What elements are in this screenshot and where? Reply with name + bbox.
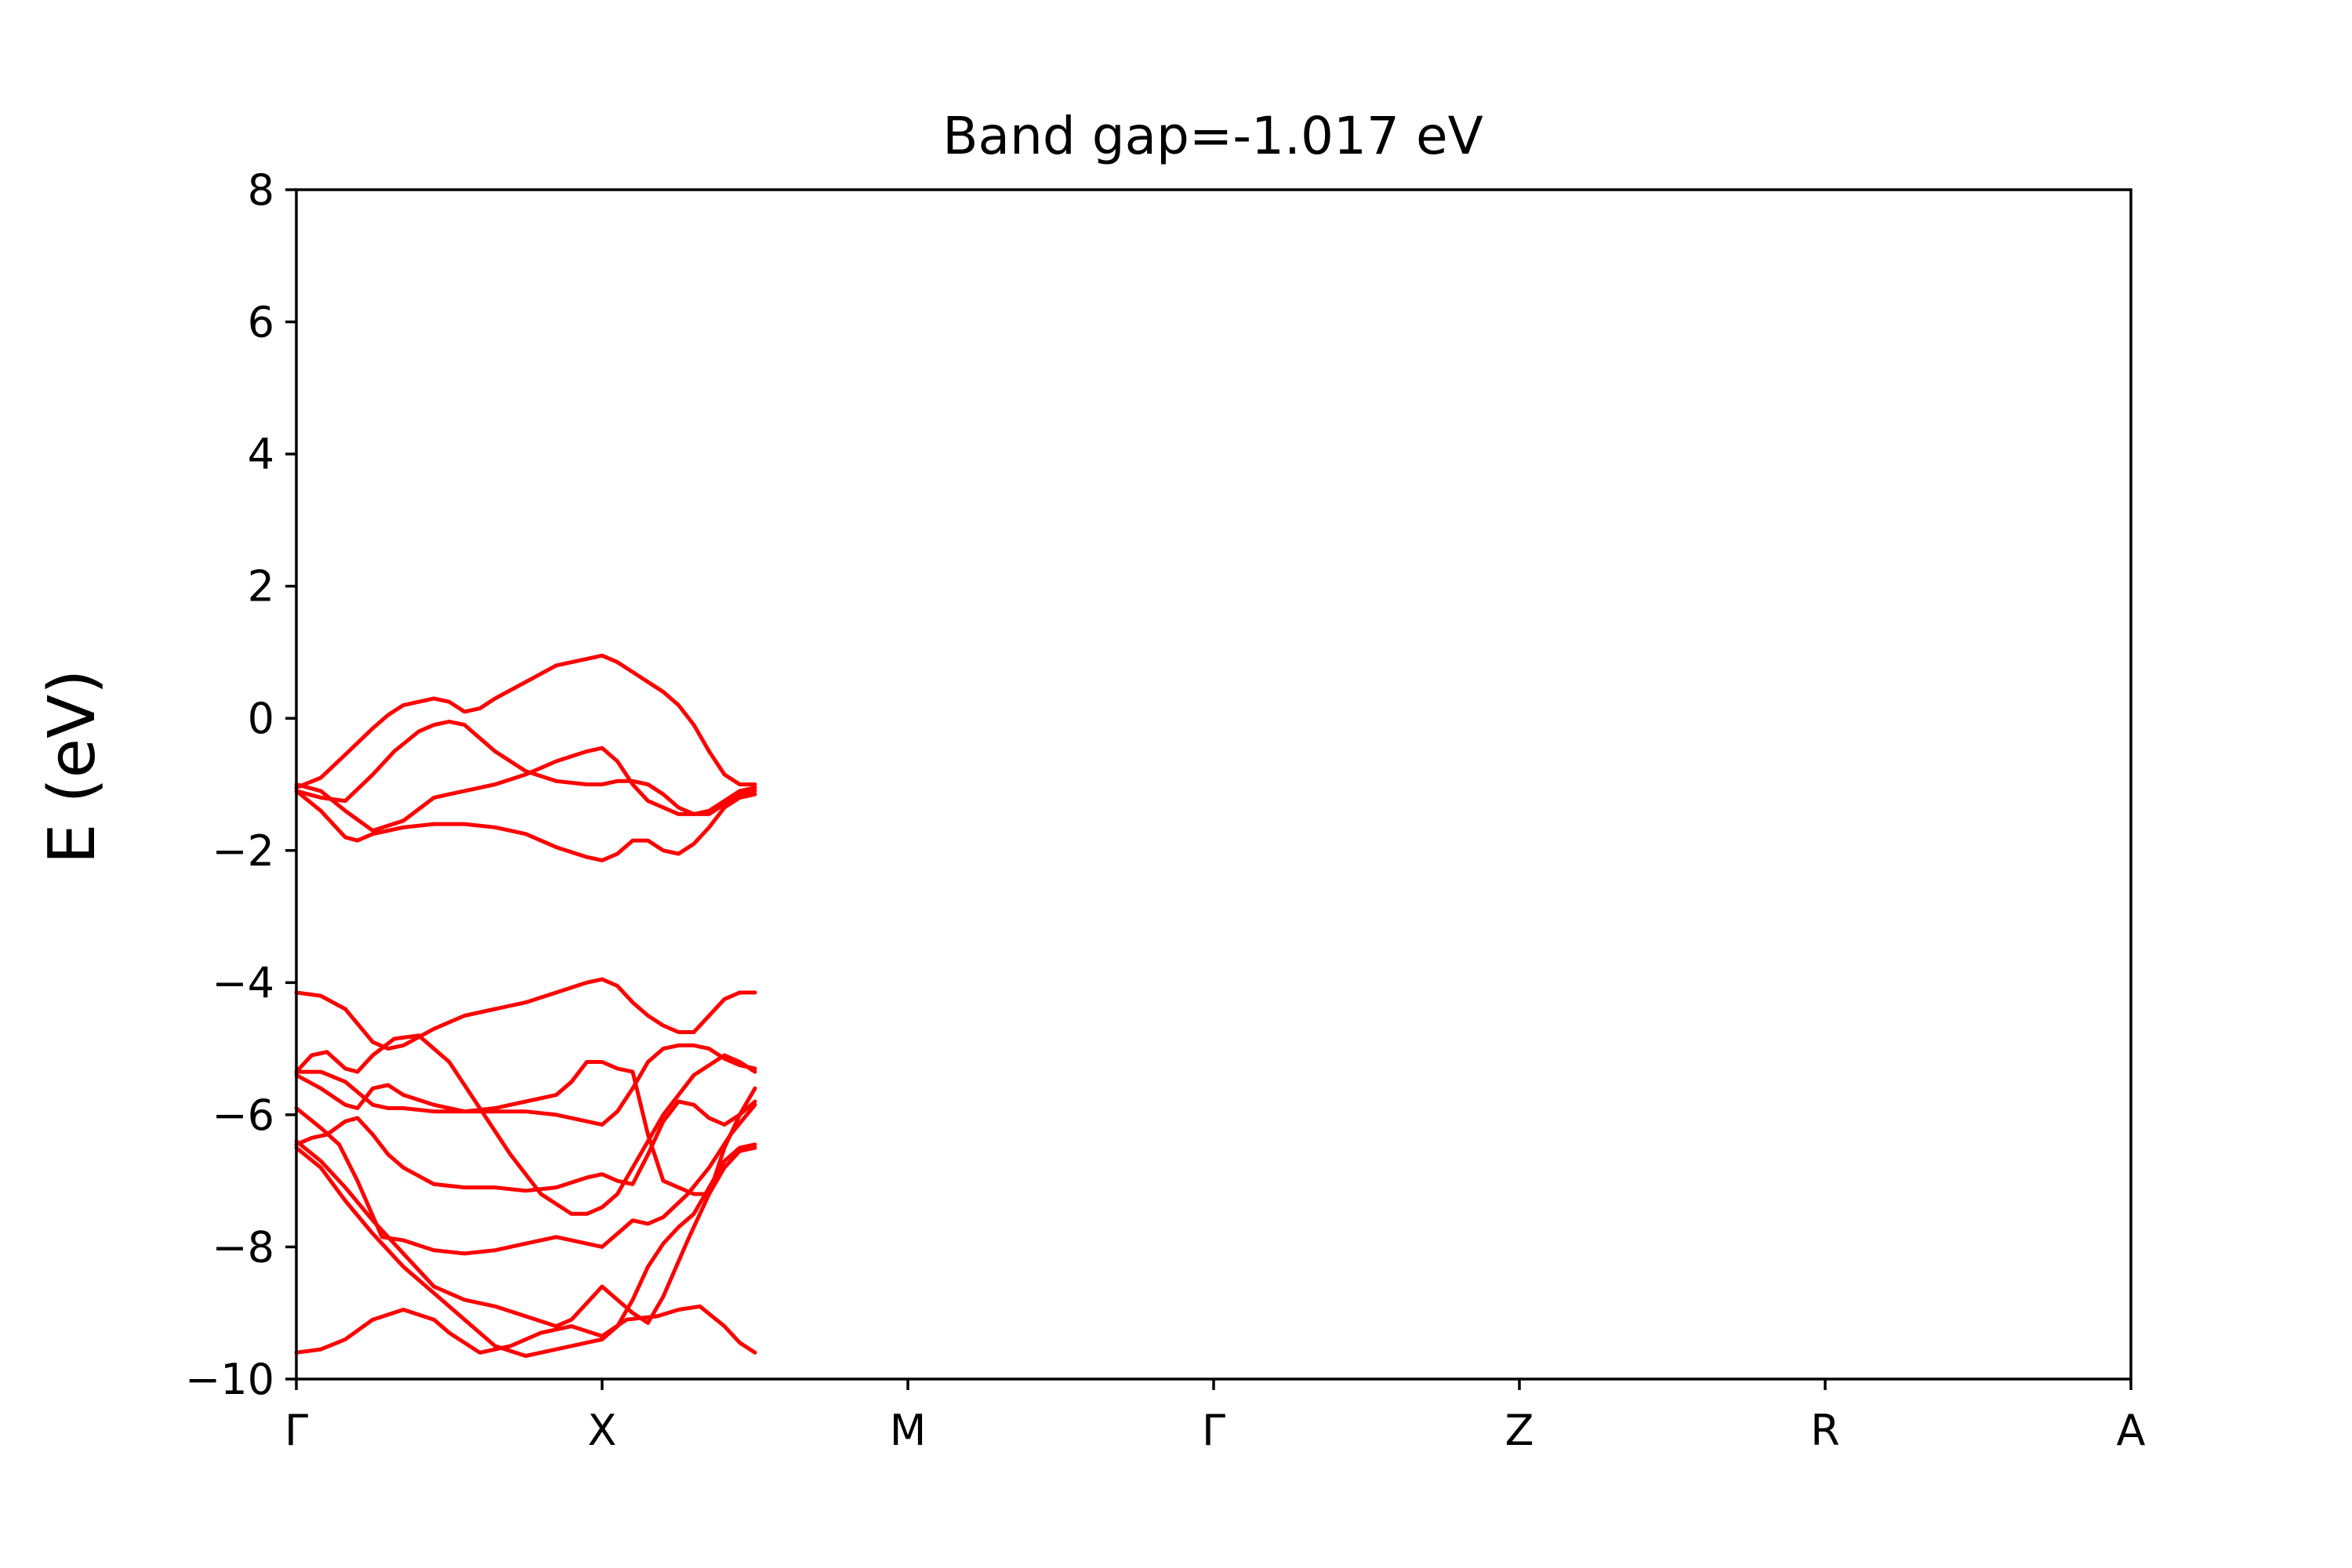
band-line-10 xyxy=(294,789,757,862)
band-lines xyxy=(294,653,757,1358)
x-tick-label: M xyxy=(890,1406,927,1455)
x-tick-label: R xyxy=(1810,1406,1840,1455)
band-line-9 xyxy=(294,977,757,1051)
y-tick-label: 0 xyxy=(248,694,274,743)
band-line-5 xyxy=(294,1099,757,1193)
band-line-6 xyxy=(294,1060,757,1196)
y-axis-label: E (eV) xyxy=(35,670,110,864)
band-line-8 xyxy=(294,1043,757,1127)
y-tick-label: −6 xyxy=(212,1091,274,1140)
band-line-7 xyxy=(294,1033,757,1216)
y-tick-label: 4 xyxy=(248,430,274,479)
band-line-1 xyxy=(294,1304,757,1355)
x-tick-label: Γ xyxy=(1202,1406,1225,1455)
band-line-4 xyxy=(294,1102,757,1256)
y-tick-label: −8 xyxy=(212,1222,274,1272)
band-line-13 xyxy=(294,653,757,790)
y-tick-label: 8 xyxy=(248,165,274,215)
chart-title: Band gap=-1.017 eV xyxy=(942,106,1483,166)
band-line-12 xyxy=(294,719,757,816)
x-tick-label: X xyxy=(588,1406,617,1455)
band-line-3 xyxy=(294,1139,757,1329)
plot-frame xyxy=(295,188,2132,1381)
y-tick-label: 2 xyxy=(248,562,274,612)
y-tick-label: −2 xyxy=(212,826,274,876)
y-axis-ticks: −10 −8 −6 −4 −2 0 2 4 6 8 xyxy=(185,165,296,1404)
x-tick-label: A xyxy=(2117,1406,2146,1455)
x-tick-label: Z xyxy=(1505,1406,1534,1455)
band-line-11 xyxy=(294,746,757,833)
y-tick-label: 6 xyxy=(248,298,274,347)
band-line-2 xyxy=(294,1142,757,1358)
x-tick-label: Γ xyxy=(285,1406,308,1455)
y-tick-label: −4 xyxy=(212,958,274,1007)
y-tick-label: −10 xyxy=(185,1355,274,1404)
